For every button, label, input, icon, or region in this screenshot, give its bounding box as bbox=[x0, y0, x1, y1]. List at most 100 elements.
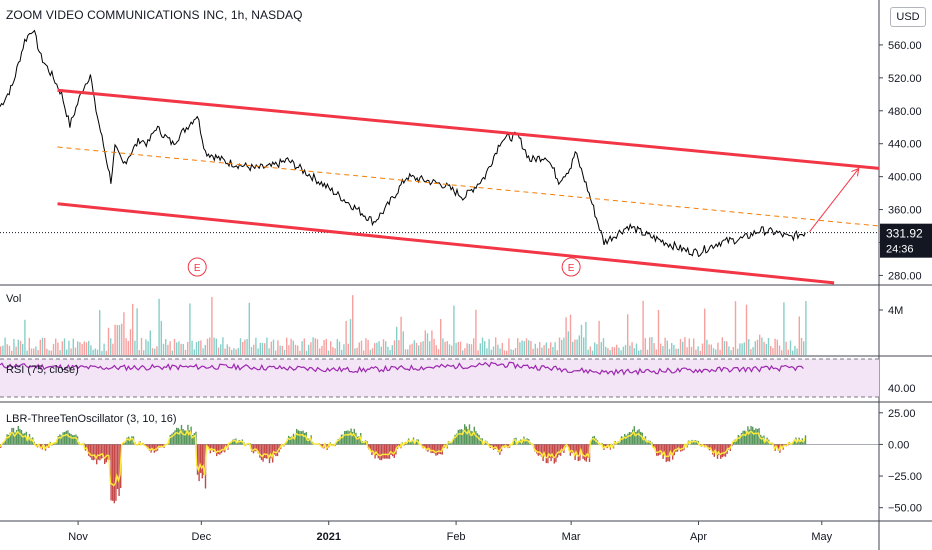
volume-bar-41 bbox=[90, 345, 92, 355]
volume-bar-101 bbox=[222, 337, 224, 355]
osc-bar-270 bbox=[432, 444, 434, 453]
osc-bar-61 bbox=[97, 444, 99, 460]
y-tick-label-4: 440.00 bbox=[888, 139, 922, 151]
volume-bar-128 bbox=[281, 345, 283, 355]
volume-bar-155 bbox=[341, 349, 343, 355]
osc-bar-426 bbox=[681, 444, 683, 451]
osc-bar-145 bbox=[232, 439, 234, 445]
volume-bar-310 bbox=[682, 341, 684, 355]
volume-bar-132 bbox=[290, 338, 292, 355]
volume-bar-52 bbox=[114, 324, 116, 355]
volume-bar-12 bbox=[26, 350, 28, 355]
volume-bar-224 bbox=[492, 346, 495, 355]
volume-bar-256 bbox=[563, 337, 565, 355]
volume-bar-57 bbox=[125, 338, 127, 355]
volume-bar-191 bbox=[420, 342, 422, 355]
osc-bar-59 bbox=[94, 444, 96, 460]
volume-bar-113 bbox=[248, 302, 250, 355]
osc-bar-184 bbox=[294, 436, 296, 445]
osc-bar-420 bbox=[672, 444, 674, 460]
osc-bar-232 bbox=[371, 444, 373, 456]
volume-bar-6 bbox=[13, 338, 15, 355]
volume-bar-46 bbox=[101, 350, 103, 355]
osc-bar-455 bbox=[728, 444, 730, 450]
volume-bar-257 bbox=[565, 317, 567, 355]
osc-bar-339 bbox=[542, 444, 544, 462]
chart-title: ZOOM VIDEO COMMUNICATIONS INC, 1h, NASDA… bbox=[6, 8, 303, 22]
volume-bar-178 bbox=[391, 345, 393, 355]
volume-bar-237 bbox=[521, 340, 523, 355]
osc-bar-242 bbox=[387, 444, 389, 459]
osc-bar-397 bbox=[635, 431, 637, 445]
volume-bar-355 bbox=[781, 350, 783, 355]
volume-bar-186 bbox=[409, 344, 411, 355]
osc-bar-243 bbox=[388, 444, 391, 459]
volume-bar-279 bbox=[613, 347, 616, 355]
osc-bar-254 bbox=[406, 442, 408, 445]
osc-bar-63 bbox=[100, 444, 103, 459]
osc-bar-365 bbox=[584, 444, 586, 461]
osc-bar-246 bbox=[393, 444, 395, 458]
volume-bar-211 bbox=[464, 348, 466, 355]
osc-bar-38 bbox=[60, 435, 63, 445]
volume-bar-59 bbox=[129, 329, 132, 355]
osc-bar-395 bbox=[632, 429, 634, 445]
osc-bar-471 bbox=[753, 429, 755, 445]
osc-bar-95 bbox=[152, 444, 154, 451]
osc-bar-130 bbox=[208, 444, 210, 449]
osc-bar-416 bbox=[665, 444, 667, 462]
volume-bar-364 bbox=[800, 337, 803, 355]
volume-bar-214 bbox=[470, 344, 473, 355]
osc-bar-101 bbox=[161, 444, 163, 448]
volume-bar-233 bbox=[512, 349, 514, 355]
volume-bar-129 bbox=[283, 349, 286, 355]
osc-bar-212 bbox=[339, 437, 341, 445]
osc-bar-239 bbox=[382, 444, 384, 459]
volume-bar-247 bbox=[543, 345, 545, 355]
osc-bar-291 bbox=[465, 426, 467, 445]
osc-bar-41 bbox=[65, 430, 67, 445]
volume-bar-76 bbox=[167, 344, 169, 355]
volume-bar-344 bbox=[756, 339, 759, 355]
volume-bar-331 bbox=[728, 346, 730, 355]
volume-bar-346 bbox=[761, 337, 763, 355]
volume-bar-27 bbox=[59, 350, 61, 355]
volume-bar-348 bbox=[765, 344, 767, 355]
volume-bar-64 bbox=[140, 337, 143, 355]
volume-bar-9 bbox=[19, 340, 22, 355]
volume-bar-93 bbox=[204, 345, 206, 355]
volume-bar-218 bbox=[479, 343, 481, 355]
currency-button[interactable]: USD bbox=[890, 7, 926, 27]
osc-bar-159 bbox=[254, 444, 256, 452]
vol-tick-label: 4M bbox=[888, 305, 903, 317]
osc-bar-15 bbox=[24, 433, 26, 445]
volume-bar-10 bbox=[22, 343, 24, 355]
osc-bar-186 bbox=[297, 430, 299, 445]
volume-bar-170 bbox=[374, 343, 376, 355]
volume-bar-83 bbox=[182, 343, 184, 355]
volume-bar-193 bbox=[424, 330, 426, 355]
osc-bar-192 bbox=[307, 438, 309, 445]
osc-bar-68 bbox=[108, 444, 111, 461]
volume-bar-240 bbox=[528, 340, 530, 355]
volume-bar-8 bbox=[17, 339, 19, 355]
volume-bar-219 bbox=[481, 337, 484, 355]
volume-bar-13 bbox=[28, 337, 30, 355]
volume-bar-42 bbox=[92, 349, 94, 355]
volume-bar-322 bbox=[708, 344, 710, 355]
volume-bar-115 bbox=[253, 344, 255, 355]
volume-bar-313 bbox=[688, 338, 690, 355]
volume-bar-250 bbox=[550, 342, 552, 355]
volume-bar-81 bbox=[178, 341, 180, 355]
volume-bar-7 bbox=[15, 346, 17, 355]
volume-bar-262 bbox=[576, 339, 578, 355]
volume-bar-131 bbox=[288, 345, 290, 355]
osc-bar-356 bbox=[569, 444, 571, 456]
volume-bar-72 bbox=[158, 298, 160, 355]
volume-bar-95 bbox=[209, 337, 211, 355]
volume-bar-90 bbox=[198, 341, 200, 355]
osc-bar-285 bbox=[456, 433, 458, 445]
volume-bar-328 bbox=[721, 337, 723, 355]
osc-bar-64 bbox=[102, 444, 104, 458]
